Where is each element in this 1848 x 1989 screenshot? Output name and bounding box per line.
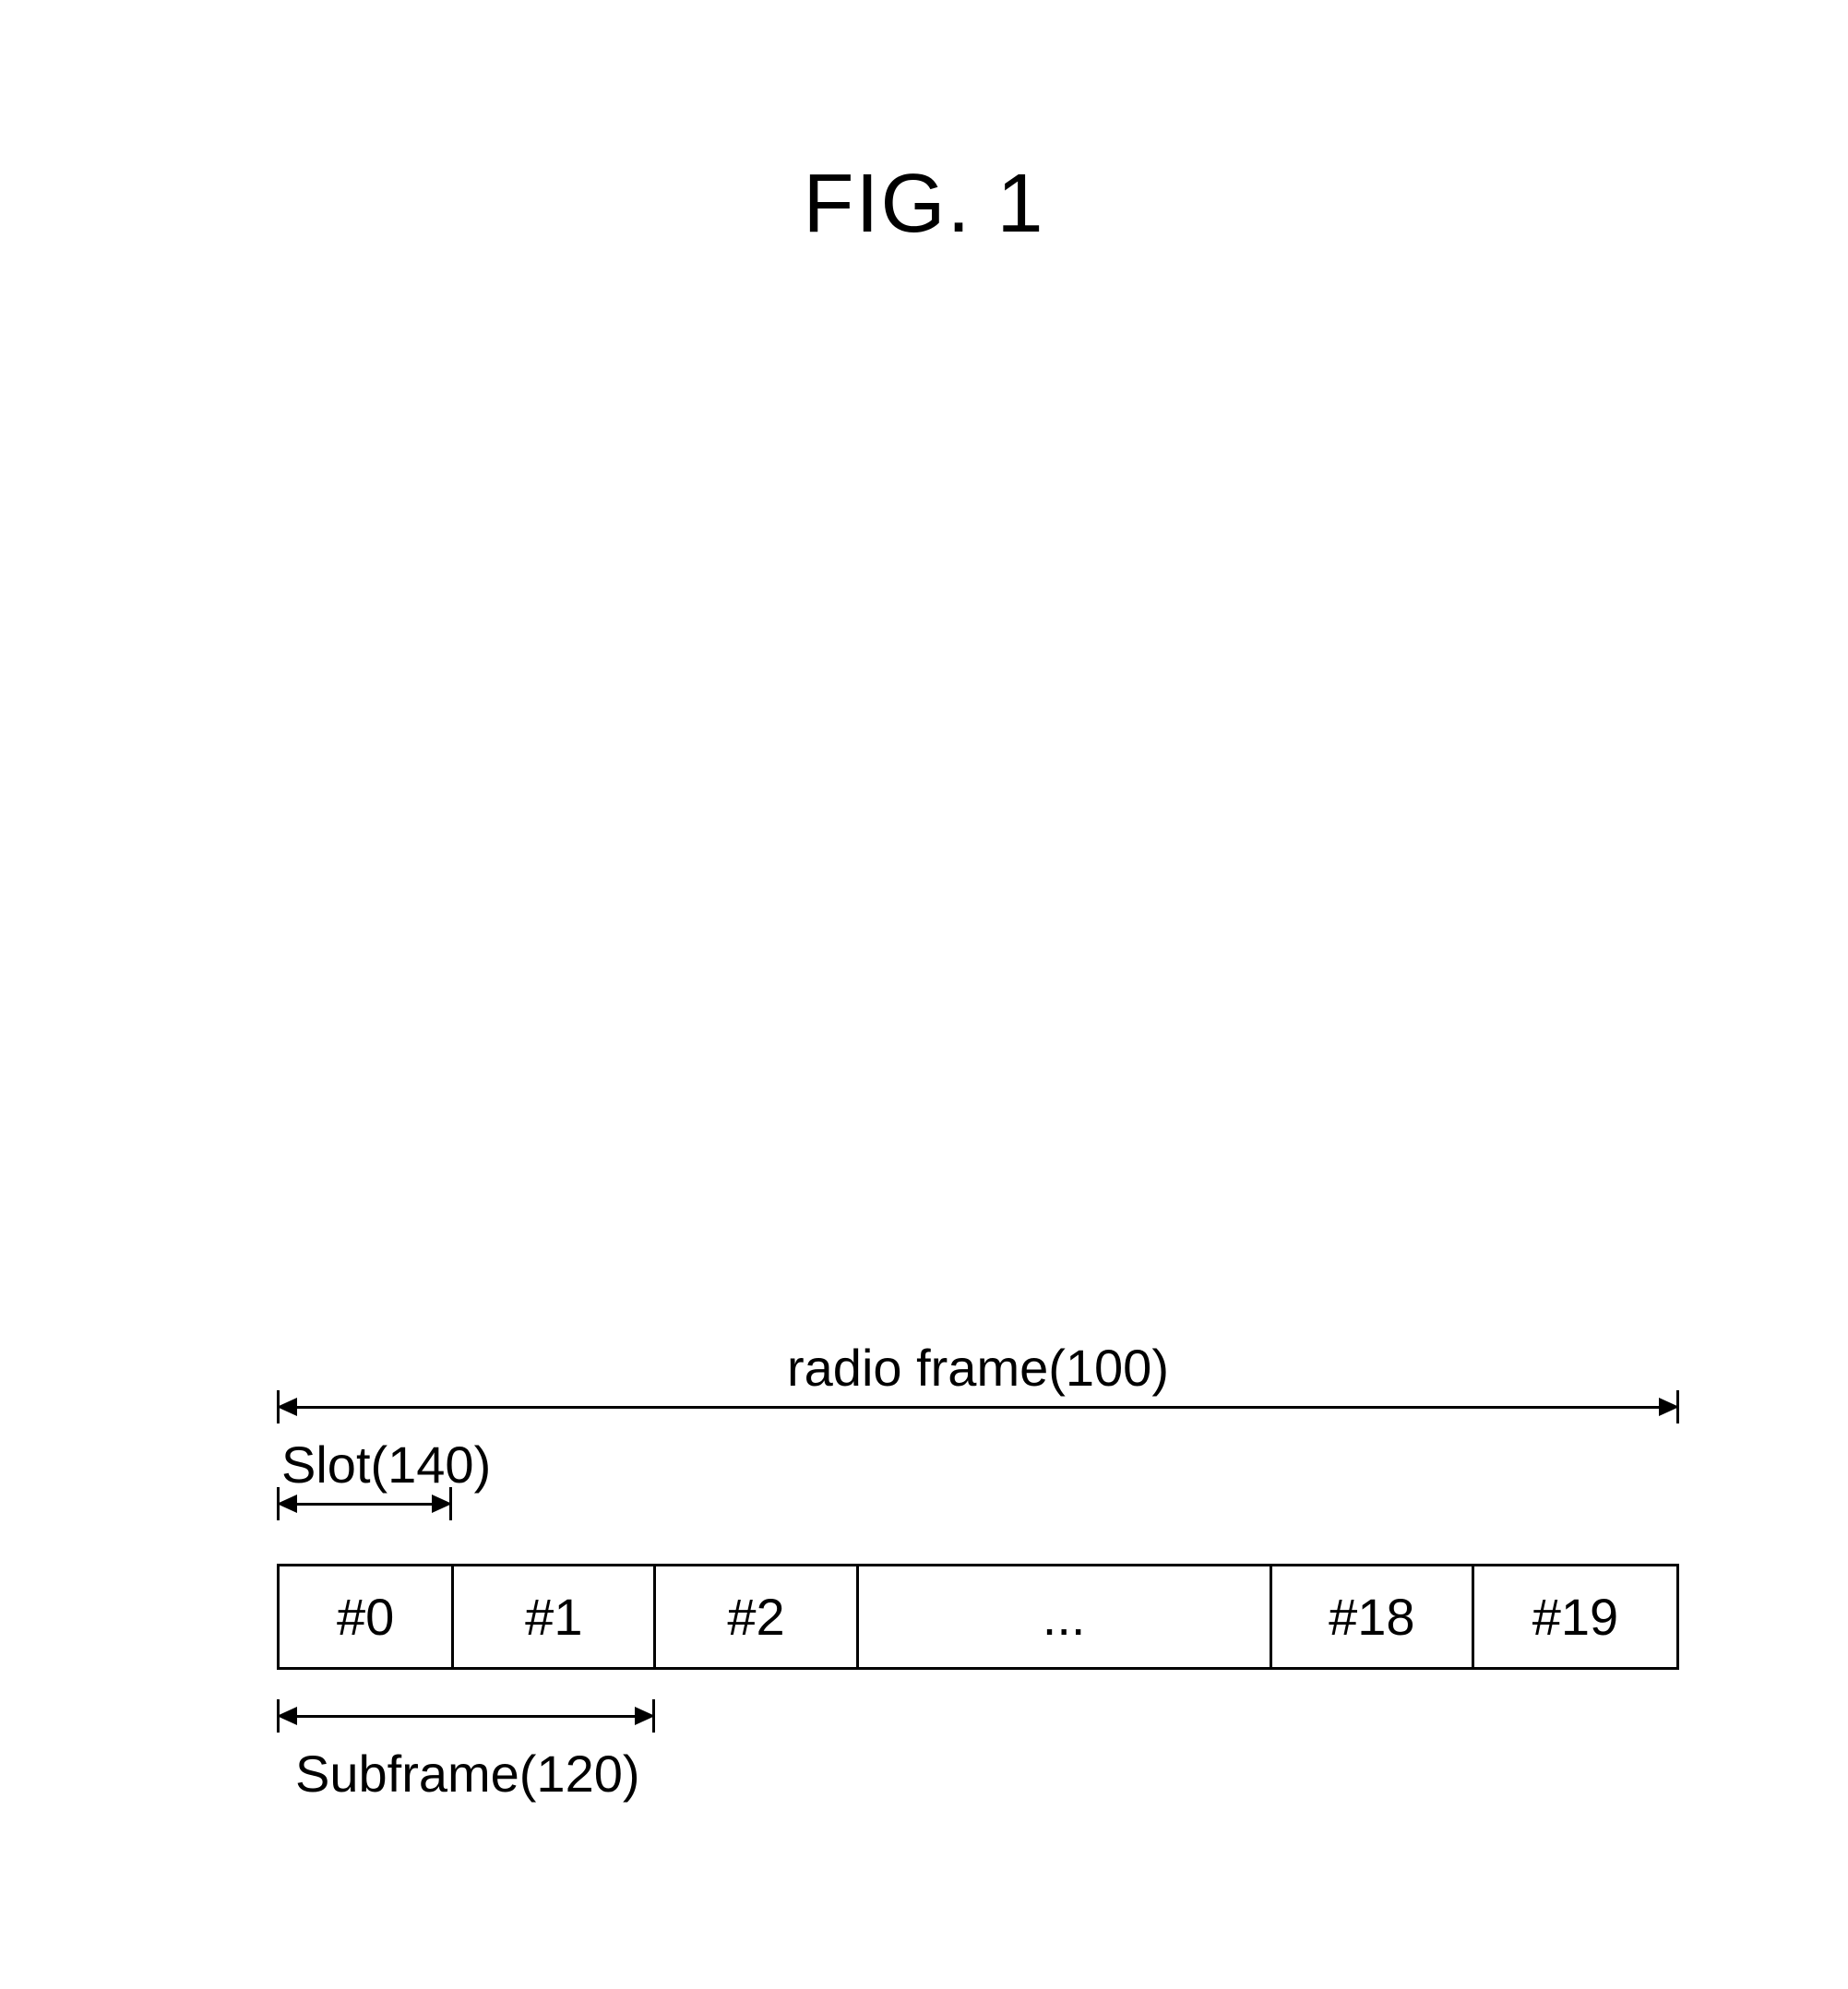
slot-cell: #1: [454, 1566, 656, 1667]
slot-cell: #19: [1474, 1566, 1676, 1667]
subframe-label: Subframe(120): [295, 1744, 640, 1804]
slot-cell: #2: [656, 1566, 858, 1667]
slot-arrow-right: [432, 1495, 452, 1513]
slot-cell: #0: [280, 1566, 454, 1667]
slot-row: #0#1#2...#18#19: [277, 1564, 1679, 1670]
radio-frame-label: radio frame(100): [277, 1338, 1679, 1398]
subframe-dim-line: [297, 1715, 635, 1718]
slot-cell: #18: [1272, 1566, 1474, 1667]
frame-diagram: radio frame(100)Slot(140)#0#1#2...#18#19…: [277, 1347, 1679, 1827]
subframe-arrow-left: [277, 1707, 297, 1725]
slot-dim-line: [297, 1503, 432, 1506]
canvas: FIG. 1 radio frame(100) Slot(140) #0#1#2..…: [0, 0, 1848, 1989]
figure-title: FIG. 1: [0, 157, 1848, 252]
slot-cell: ...: [859, 1566, 1272, 1667]
radio-frame-arrow-left: [277, 1398, 297, 1416]
radio-frame-dim-line: [297, 1406, 1659, 1409]
slot-label: Slot(140): [281, 1435, 491, 1495]
radio-frame-arrow-right: [1659, 1398, 1679, 1416]
subframe-arrow-right: [635, 1707, 655, 1725]
slot-arrow-left: [277, 1495, 297, 1513]
